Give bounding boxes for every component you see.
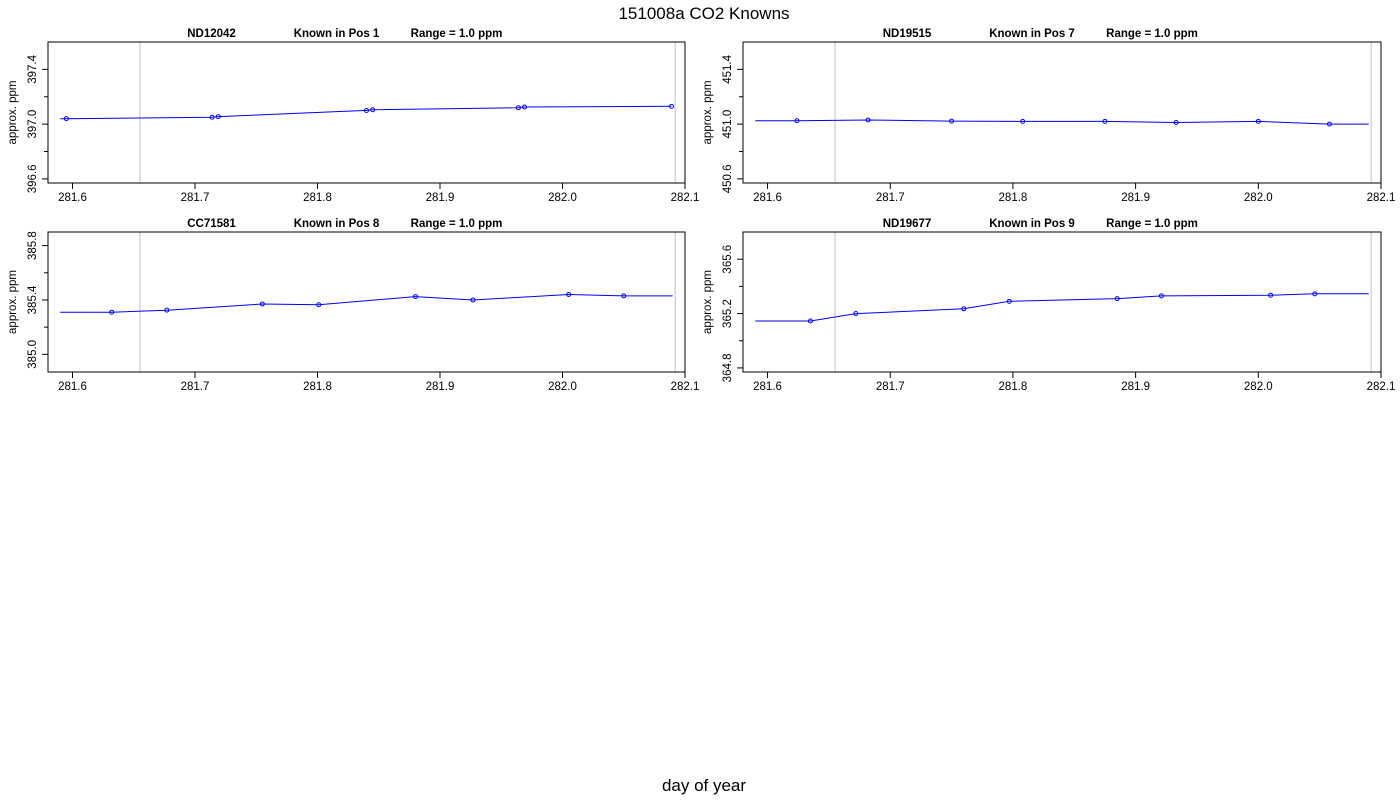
y-axis-label: approx. ppm xyxy=(702,270,714,334)
data-point xyxy=(1312,291,1318,297)
plot-frame xyxy=(742,231,1382,373)
x-tick-label: 281.6 xyxy=(58,381,87,393)
plot-frame xyxy=(47,231,686,373)
data-point xyxy=(370,107,376,113)
data-point xyxy=(63,116,69,122)
data-point xyxy=(364,107,369,113)
y-tick-label: 385.4 xyxy=(27,285,39,314)
panel-title-position: Known in Pos 9 xyxy=(989,218,1075,230)
panel-title-id: ND19515 xyxy=(883,28,932,40)
y-tick-label: 451.0 xyxy=(722,110,734,139)
y-axis-label: approx. ppm xyxy=(7,270,19,334)
x-tick-label: 282.0 xyxy=(548,192,577,204)
data-point xyxy=(669,103,675,109)
data-point xyxy=(413,294,418,300)
data-point xyxy=(1020,118,1026,124)
x-tick-label: 281.6 xyxy=(753,381,782,393)
data-point xyxy=(215,114,221,120)
y-axis-label: approx. ppm xyxy=(702,81,714,145)
data-point xyxy=(209,114,215,120)
x-tick-label: 281.9 xyxy=(1121,381,1150,393)
data-point xyxy=(1158,293,1164,299)
x-tick-label: 282.1 xyxy=(1367,192,1396,204)
data-point xyxy=(794,118,800,124)
x-axis-label: day of year xyxy=(662,776,746,795)
y-tick-label: 397.4 xyxy=(27,54,39,83)
panel-title-range: Range = 1.0 ppm xyxy=(1106,28,1198,40)
series-line xyxy=(755,293,1369,322)
x-tick-label: 282.0 xyxy=(1244,381,1273,393)
data-point xyxy=(109,309,115,315)
y-axis-label: approx. ppm xyxy=(7,81,19,145)
data-point xyxy=(621,293,627,299)
data-point xyxy=(1173,119,1179,125)
data-point xyxy=(853,311,859,317)
series-line xyxy=(60,293,673,313)
panel-title-id: ND12042 xyxy=(187,28,236,40)
panel-title-position: Known in Pos 7 xyxy=(989,28,1075,40)
panel-title-range: Range = 1.0 ppm xyxy=(1106,218,1198,230)
data-point xyxy=(316,302,322,308)
panel-title-position: Known in Pos 8 xyxy=(294,218,380,230)
data-point xyxy=(961,306,967,312)
y-tick-label: 396.6 xyxy=(27,165,39,194)
x-tick-label: 282.0 xyxy=(548,381,577,393)
panel-title-range: Range = 1.0 ppm xyxy=(411,218,503,230)
y-tick-label: 385.0 xyxy=(27,340,39,369)
data-point xyxy=(1255,118,1261,124)
data-point xyxy=(259,301,265,307)
x-tick-label: 281.7 xyxy=(876,192,905,204)
chart-panel-3: CC71581 Known in Pos 8 Range = 1.0 ppm 281.… xyxy=(7,218,699,393)
x-tick-label: 281.8 xyxy=(303,192,332,204)
chart-panel-2: ND19515 Known in Pos 7 Range = 1.0 ppm 281.… xyxy=(702,28,1395,204)
data-point xyxy=(515,105,521,111)
panel-title-id: CC71581 xyxy=(187,218,236,230)
x-tick-label: 281.8 xyxy=(999,381,1028,393)
data-point xyxy=(1114,296,1120,302)
x-tick-label: 281.7 xyxy=(876,381,905,393)
y-tick-label: 385.8 xyxy=(27,231,39,260)
figure-title: 151008a CO2 Knowns xyxy=(618,4,789,23)
chart-panel-4: ND19677 Known in Pos 9 Range = 1.0 ppm 281.… xyxy=(702,218,1395,393)
data-point xyxy=(566,292,572,298)
data-point xyxy=(1006,298,1012,304)
x-tick-label: 282.0 xyxy=(1244,192,1273,204)
y-tick-label: 450.6 xyxy=(722,165,734,194)
x-tick-label: 281.9 xyxy=(426,192,455,204)
x-tick-label: 282.1 xyxy=(671,192,700,204)
data-point xyxy=(865,117,871,123)
data-point xyxy=(1326,121,1332,127)
chart-panel-1: ND12042 Known in Pos 1 Range = 1.0 ppm 281.… xyxy=(7,28,699,204)
series-line xyxy=(755,119,1369,125)
plot-frame xyxy=(742,41,1382,184)
y-tick-label: 365.2 xyxy=(722,299,734,328)
x-tick-label: 281.6 xyxy=(58,192,87,204)
data-point xyxy=(164,307,170,313)
data-point xyxy=(1102,118,1108,124)
x-tick-label: 282.1 xyxy=(671,381,700,393)
x-tick-label: 281.6 xyxy=(753,192,782,204)
x-tick-label: 282.1 xyxy=(1367,381,1396,393)
x-tick-label: 281.9 xyxy=(1121,192,1150,204)
y-tick-label: 451.4 xyxy=(722,54,734,83)
x-tick-label: 281.8 xyxy=(999,192,1028,204)
x-tick-label: 281.7 xyxy=(181,381,210,393)
panel-title-id: ND19677 xyxy=(883,218,932,230)
data-point xyxy=(1268,292,1274,298)
data-point xyxy=(807,318,813,324)
data-point xyxy=(522,104,528,110)
data-point xyxy=(949,118,955,124)
x-tick-label: 281.7 xyxy=(181,192,210,204)
y-tick-label: 364.8 xyxy=(722,354,734,383)
x-tick-label: 281.8 xyxy=(303,381,332,393)
data-point xyxy=(470,297,476,303)
y-tick-label: 397.0 xyxy=(27,110,39,139)
y-tick-label: 365.6 xyxy=(722,245,734,274)
panel-title-range: Range = 1.0 ppm xyxy=(411,28,503,40)
panel-title-position: Known in Pos 1 xyxy=(294,28,380,40)
plot-frame xyxy=(47,41,686,184)
x-tick-label: 281.9 xyxy=(426,381,455,393)
